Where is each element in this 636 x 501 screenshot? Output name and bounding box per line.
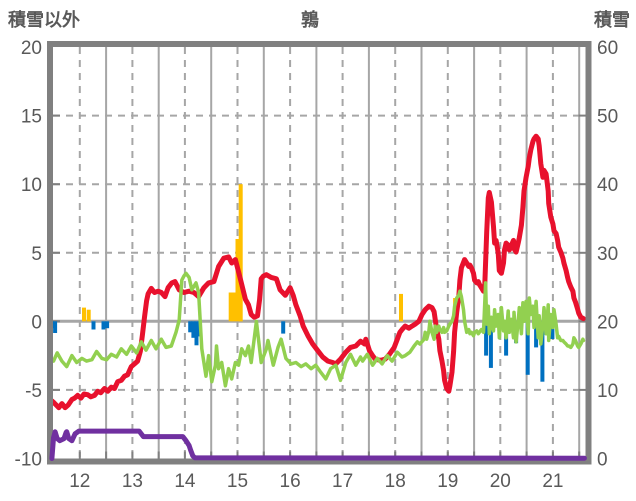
- bar: [53, 321, 58, 333]
- y-right-tick-label: 60: [597, 38, 618, 59]
- bar: [399, 293, 403, 322]
- bar: [191, 321, 196, 338]
- y-left-tick-label: 10: [21, 175, 42, 196]
- bar: [86, 309, 91, 322]
- bars-orange: [82, 184, 458, 322]
- y-left-tick-label: 20: [21, 38, 42, 59]
- bar: [488, 321, 493, 368]
- y-right-tick-label: 30: [597, 244, 618, 265]
- line-green: [50, 271, 586, 388]
- bar: [281, 321, 286, 334]
- bar: [105, 321, 110, 329]
- x-tick-label: 15: [227, 471, 248, 492]
- bar: [238, 184, 243, 322]
- left-axis-title: 積雪以外: [8, 10, 80, 30]
- x-tick-label: 17: [332, 471, 353, 492]
- right-axis-title: 積雪: [594, 10, 630, 30]
- y-right-tick-label: 50: [597, 107, 618, 128]
- line-red: [49, 133, 586, 411]
- y-right-tick-label: 0: [597, 450, 608, 471]
- y-left-tick-label: 0: [31, 312, 42, 333]
- bar: [525, 321, 530, 375]
- bar: [534, 321, 539, 348]
- x-tick-label: 16: [280, 471, 301, 492]
- bar: [228, 292, 233, 322]
- x-tick-label: 21: [542, 471, 563, 492]
- bar: [550, 321, 555, 340]
- x-tick-label: 19: [437, 471, 458, 492]
- bar: [235, 239, 240, 322]
- x-tick-label: 20: [490, 471, 511, 492]
- bar: [194, 321, 199, 346]
- bar: [231, 292, 236, 322]
- bar: [82, 307, 86, 322]
- line-purple-snow: [49, 428, 587, 461]
- y-right-tick-label: 20: [597, 312, 618, 333]
- bar: [101, 321, 106, 330]
- x-tick-label: 18: [385, 471, 406, 492]
- bar: [484, 321, 489, 356]
- y-left-tick-label: 15: [21, 107, 42, 128]
- y-right-tick-label: 10: [597, 381, 618, 402]
- y-left-tick-label: 5: [31, 244, 42, 265]
- x-tick-label: 13: [122, 471, 143, 492]
- x-tick-label: 12: [69, 471, 90, 492]
- bar: [91, 321, 96, 330]
- bar: [540, 321, 545, 382]
- y-left-tick-label: -10: [15, 450, 42, 471]
- plot-border: [47, 41, 592, 465]
- bar: [188, 321, 193, 333]
- y-right-tick-label: 40: [597, 175, 618, 196]
- y-left-tick-label: -5: [25, 381, 42, 402]
- chart-title: 鶉: [301, 10, 319, 30]
- x-tick-label: 14: [174, 471, 196, 492]
